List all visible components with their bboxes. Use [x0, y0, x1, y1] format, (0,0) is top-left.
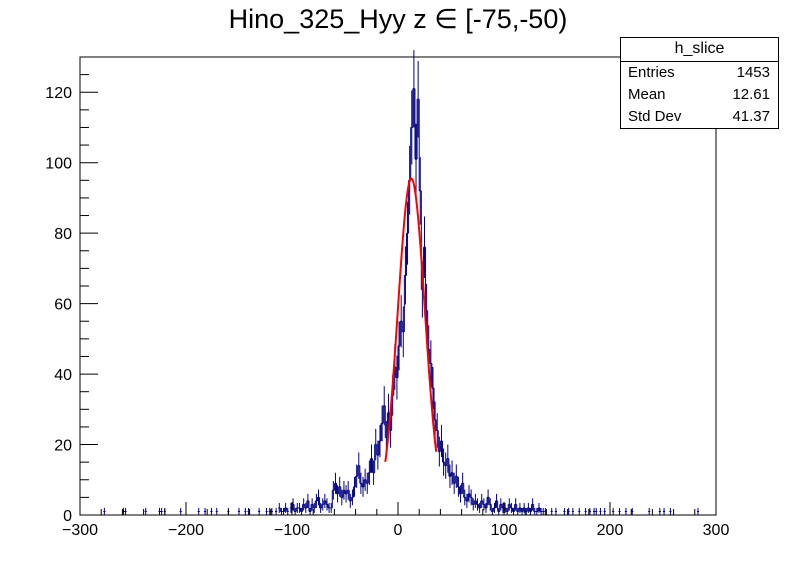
y-tick-label: 0: [63, 508, 72, 525]
x-tick-label: −200: [168, 522, 204, 539]
stats-value: 12.61: [732, 86, 770, 103]
x-tick-label: −100: [274, 522, 310, 539]
gaussian-fit-curve: [384, 177, 438, 463]
stats-row-mean: Mean 12.61: [621, 84, 778, 106]
x-tick-label: 100: [491, 522, 518, 539]
stats-row-std-dev: Std Dev 41.37: [621, 106, 778, 128]
y-tick-label: 80: [54, 226, 72, 243]
x-axis: −300 −200 −100 0 100 200 300: [62, 502, 729, 539]
stats-label: Std Dev: [628, 108, 682, 125]
x-tick-label: 0: [394, 522, 403, 539]
stats-value: 1453: [736, 64, 770, 81]
x-tick-label: 300: [703, 522, 730, 539]
x-tick-label: 200: [597, 522, 624, 539]
y-tick-label: 40: [54, 367, 72, 384]
x-tick-label: −300: [62, 522, 98, 539]
y-tick-label: 100: [45, 156, 72, 173]
stats-value: 41.37: [732, 108, 770, 125]
stats-label: Mean: [628, 86, 666, 103]
stats-label: Entries: [628, 64, 675, 81]
histogram-series: [103, 49, 700, 515]
y-tick-label: 60: [54, 297, 72, 314]
y-tick-label: 20: [54, 438, 72, 455]
chart-title: Hino_325_Hyy z ∈ [-75,-50): [228, 4, 568, 34]
stats-box: h_slice Entries 1453 Mean 12.61 Std Dev …: [620, 37, 779, 129]
stats-box-name: h_slice: [621, 38, 778, 62]
stats-row-entries: Entries 1453: [621, 62, 778, 84]
y-tick-label: 120: [45, 85, 72, 102]
y-axis: 0 20 40 60 80 100 120: [45, 56, 98, 525]
